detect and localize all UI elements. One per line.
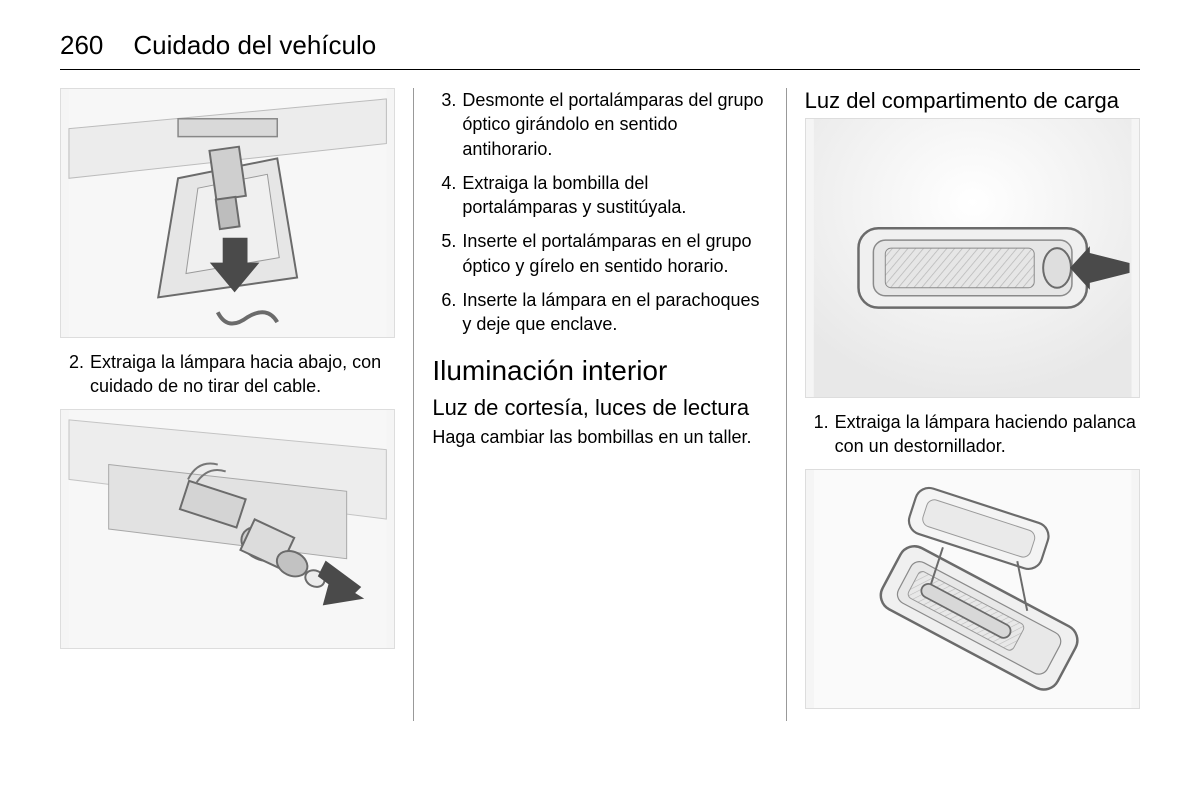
header-rule — [60, 69, 1140, 70]
step-number: 6. — [432, 288, 456, 337]
body-text-workshop: Haga cambiar las bombillas en un taller. — [432, 425, 767, 449]
step-list-col1: 2. Extraiga la lámpara hacia abajo, con … — [60, 350, 395, 399]
page-number: 260 — [60, 30, 103, 61]
step-text: Inserte la lámpara en el parachoques y d… — [462, 288, 767, 337]
step-6: 6. Inserte la lámpara en el parachoques … — [432, 288, 767, 337]
step-2: 2. Extraiga la lámpara hacia abajo, con … — [60, 350, 395, 399]
step-list-col2: 3. Desmonte el portalámparas del grupo ó… — [432, 88, 767, 337]
chapter-title: Cuidado del vehículo — [133, 30, 376, 61]
step-3: 3. Desmonte el portalámparas del grupo ó… — [432, 88, 767, 161]
step-number: 2. — [60, 350, 84, 399]
step-number: 3. — [432, 88, 456, 161]
step-list-col3: 1. Extraiga la lámpara haciendo palanca … — [805, 410, 1140, 459]
step-5: 5. Inserte el portalámparas en el grupo … — [432, 229, 767, 278]
figure-cargo-light-pry — [805, 118, 1140, 398]
figure-cargo-lamp-disassembly — [805, 469, 1140, 709]
step-4: 4. Extraiga la bombilla del portalámpara… — [432, 171, 767, 220]
step-number: 4. — [432, 171, 456, 220]
heading-cargo-light: Luz del compartimento de carga — [805, 88, 1140, 114]
step-number: 5. — [432, 229, 456, 278]
heading-courtesy-lights: Luz de cortesía, luces de lectura — [432, 395, 767, 421]
column-2: 3. Desmonte el portalámparas del grupo ó… — [414, 88, 785, 721]
column-3: Luz del compartimento de carga — [787, 88, 1140, 721]
step-1-cargo: 1. Extraiga la lámpara haciendo palanca … — [805, 410, 1140, 459]
content-columns: 2. Extraiga la lámpara hacia abajo, con … — [60, 88, 1140, 721]
figure-lamp-downward — [60, 88, 395, 338]
page-header: 260 Cuidado del vehículo — [60, 30, 1140, 61]
step-text: Inserte el portalámparas en el grupo ópt… — [462, 229, 767, 278]
heading-interior-lighting: Iluminación interior — [432, 355, 767, 387]
figure-bulb-holder — [60, 409, 395, 649]
step-text: Desmonte el portalámparas del grupo ópti… — [462, 88, 767, 161]
step-number: 1. — [805, 410, 829, 459]
column-1: 2. Extraiga la lámpara hacia abajo, con … — [60, 88, 413, 721]
step-text: Extraiga la lámpara hacia abajo, con cui… — [90, 350, 395, 399]
step-text: Extraiga la lámpara haciendo palanca con… — [835, 410, 1140, 459]
step-text: Extraiga la bombilla del portalámparas y… — [462, 171, 767, 220]
